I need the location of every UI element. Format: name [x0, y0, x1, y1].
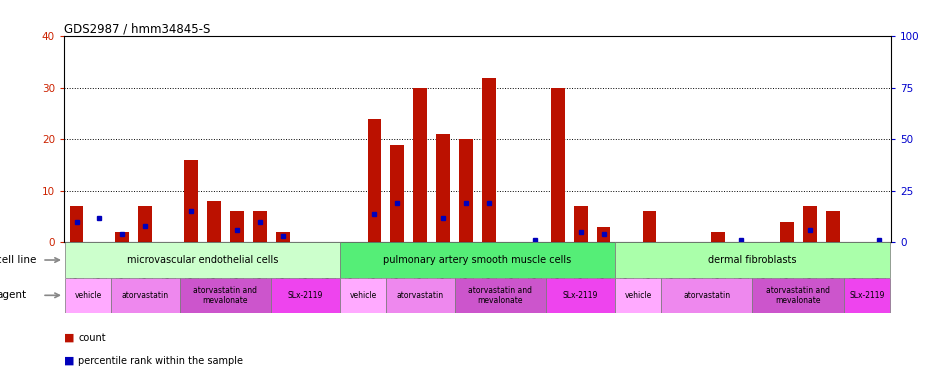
Bar: [65, 242, 340, 278]
Text: atorvastatin: atorvastatin: [683, 291, 730, 300]
Bar: [70, 206, 84, 242]
Text: atorvastatin: atorvastatin: [121, 291, 169, 300]
Bar: [65, 278, 111, 313]
Bar: [643, 212, 656, 242]
Bar: [436, 134, 450, 242]
Bar: [546, 278, 615, 313]
Bar: [780, 222, 793, 242]
Bar: [712, 232, 725, 242]
Text: atorvastatin: atorvastatin: [397, 291, 444, 300]
Text: vehicle: vehicle: [350, 291, 377, 300]
Text: vehicle: vehicle: [74, 291, 102, 300]
Bar: [615, 278, 661, 313]
Text: SLx-2119: SLx-2119: [850, 291, 885, 300]
Bar: [597, 227, 610, 242]
Bar: [272, 278, 340, 313]
Bar: [482, 78, 496, 242]
Bar: [551, 88, 565, 242]
Bar: [184, 160, 198, 242]
Text: count: count: [78, 333, 105, 343]
Text: SLx-2119: SLx-2119: [563, 291, 599, 300]
Bar: [573, 206, 588, 242]
Text: vehicle: vehicle: [624, 291, 651, 300]
Text: microvascular endothelial cells: microvascular endothelial cells: [127, 255, 278, 265]
Bar: [340, 278, 385, 313]
Text: ■: ■: [64, 356, 74, 366]
Bar: [390, 144, 404, 242]
Text: dermal fibroblasts: dermal fibroblasts: [708, 255, 797, 265]
Bar: [116, 232, 129, 242]
Bar: [368, 119, 382, 242]
Text: ■: ■: [64, 333, 74, 343]
Text: percentile rank within the sample: percentile rank within the sample: [78, 356, 243, 366]
Bar: [615, 242, 890, 278]
Bar: [844, 278, 890, 313]
Text: agent: agent: [0, 290, 26, 300]
Bar: [230, 212, 243, 242]
Bar: [180, 278, 272, 313]
Bar: [340, 242, 615, 278]
Text: atorvastatin and
mevalonate: atorvastatin and mevalonate: [468, 286, 532, 305]
Bar: [138, 206, 152, 242]
Text: GDS2987 / hmm34845-S: GDS2987 / hmm34845-S: [64, 22, 211, 35]
Bar: [385, 278, 455, 313]
Bar: [455, 278, 546, 313]
Text: SLx-2119: SLx-2119: [288, 291, 323, 300]
Text: cell line: cell line: [0, 255, 37, 265]
Bar: [207, 201, 221, 242]
Bar: [253, 212, 267, 242]
Bar: [414, 88, 427, 242]
Bar: [826, 212, 839, 242]
Text: atorvastatin and
mevalonate: atorvastatin and mevalonate: [766, 286, 830, 305]
Bar: [111, 278, 180, 313]
Bar: [753, 278, 844, 313]
Bar: [275, 232, 290, 242]
Bar: [459, 139, 473, 242]
Text: atorvastatin and
mevalonate: atorvastatin and mevalonate: [194, 286, 258, 305]
Text: pulmonary artery smooth muscle cells: pulmonary artery smooth muscle cells: [384, 255, 572, 265]
Bar: [803, 206, 817, 242]
Bar: [661, 278, 753, 313]
